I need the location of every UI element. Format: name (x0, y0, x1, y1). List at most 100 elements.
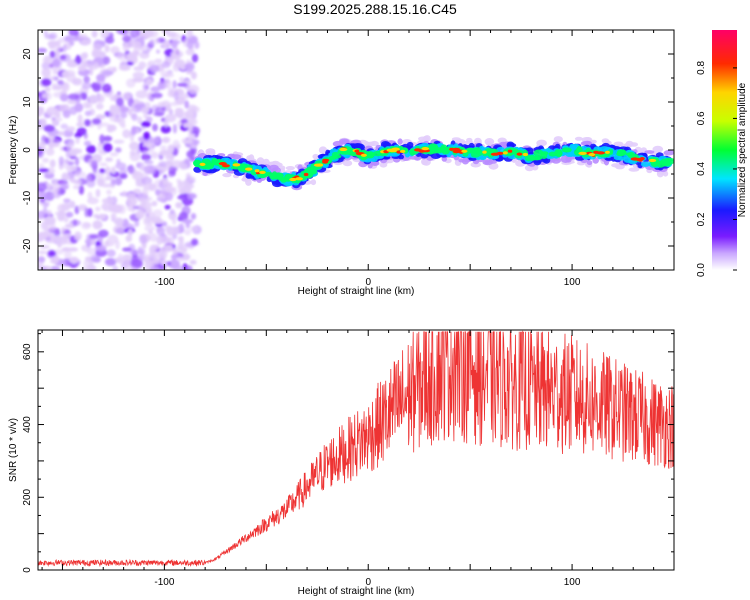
noise-speckle (76, 127, 87, 136)
noise-speckle (164, 186, 175, 193)
noise-speckle (95, 114, 106, 120)
noise-speckle (59, 182, 70, 188)
noise-speckle (93, 213, 100, 219)
ridge-blob (397, 138, 403, 145)
noise-speckle (170, 32, 181, 41)
noise-speckle (150, 244, 160, 251)
ridge-peak (461, 149, 468, 153)
noise-speckle (54, 111, 61, 119)
noise-speckle (124, 258, 131, 268)
noise-speckle (160, 79, 170, 84)
noise-speckle (64, 223, 76, 229)
noise-speckle (174, 59, 186, 69)
noise-speckle (144, 254, 150, 262)
noise-speckle (156, 49, 160, 54)
noise-speckle (44, 86, 51, 92)
noise-speckle (44, 92, 52, 100)
noise-speckle (96, 144, 103, 154)
noise-speckle (181, 218, 194, 224)
noise-speckle (131, 41, 142, 49)
noise-speckle (165, 113, 177, 123)
noise-speckle (113, 217, 124, 226)
y-tick-label: -20 (22, 238, 33, 253)
ridge-peak (605, 150, 610, 154)
noise-speckle (105, 157, 113, 162)
noise-speckle (169, 209, 175, 215)
noise-speckle (89, 94, 99, 105)
noise-speckle (96, 73, 106, 82)
noise-speckle (172, 123, 177, 134)
noise-speckle (168, 236, 175, 246)
ridge-blob (372, 150, 382, 157)
noise-speckle (188, 84, 200, 94)
noise-speckle (62, 232, 68, 239)
noise-speckle (122, 190, 127, 197)
y-tick-label: -10 (22, 190, 33, 205)
colorbar-tick-label: 0.0 (696, 263, 707, 277)
noise-speckle (152, 219, 165, 225)
noise-speckle (81, 53, 88, 60)
noise-speckle (69, 165, 77, 172)
noise-speckle (74, 30, 80, 37)
noise-speckle (177, 236, 184, 242)
ridge-peak (360, 153, 367, 157)
noise-speckle (81, 82, 92, 90)
ridge-blob (601, 138, 610, 144)
ridge-blob (562, 148, 572, 153)
ridge-blob (461, 157, 469, 165)
noise-speckle (42, 207, 48, 217)
noise-speckle (149, 265, 160, 270)
noise-speckle (160, 260, 168, 266)
x-axis-label: Height of straight line (km) (298, 586, 415, 597)
noise-speckle (177, 82, 188, 87)
noise-speckle (170, 254, 178, 260)
noise-speckle (109, 95, 116, 101)
ridge-blob (556, 149, 562, 158)
noise-speckle (138, 61, 147, 69)
ridge-peak (322, 160, 329, 164)
noise-speckle (116, 158, 121, 165)
noise-speckle (53, 44, 63, 52)
noise-speckle (131, 125, 137, 136)
ridge-blob (625, 140, 634, 148)
noise-speckle (92, 84, 102, 92)
ridge-blob (486, 141, 492, 146)
noise-speckle (182, 139, 194, 144)
noise-speckle (141, 30, 154, 38)
noise-speckle (41, 78, 52, 87)
noise-speckle (97, 213, 107, 220)
noise-speckle (104, 36, 115, 44)
noise-speckle (95, 103, 104, 110)
ridge-blob (533, 159, 542, 166)
noise-speckle (168, 259, 181, 269)
noise-speckle (104, 166, 111, 176)
ridge-peak (452, 150, 461, 154)
noise-speckle (38, 168, 50, 173)
noise-speckle (95, 93, 105, 104)
noise-speckle (129, 30, 141, 38)
noise-speckle (78, 185, 85, 195)
noise-speckle (184, 63, 193, 70)
noise-speckle (51, 83, 58, 91)
noise-speckle (187, 133, 196, 138)
noise-speckle (168, 166, 177, 175)
ridge-blob (576, 146, 583, 153)
noise-speckle (44, 216, 56, 226)
noise-speckle (115, 227, 125, 234)
noise-speckle (95, 245, 107, 252)
noise-speckle (146, 142, 153, 149)
noise-speckle (162, 178, 168, 186)
ridge-blob (628, 167, 640, 172)
noise-speckle (38, 256, 46, 263)
noise-speckle (61, 226, 66, 234)
noise-speckle (126, 196, 138, 207)
noise-speckle (65, 149, 71, 159)
noise-speckle (101, 183, 113, 188)
noise-speckle (49, 159, 56, 168)
noise-speckle (162, 136, 171, 144)
noise-speckle (76, 122, 84, 127)
noise-speckle (117, 253, 123, 262)
ridge-blob (206, 151, 215, 156)
